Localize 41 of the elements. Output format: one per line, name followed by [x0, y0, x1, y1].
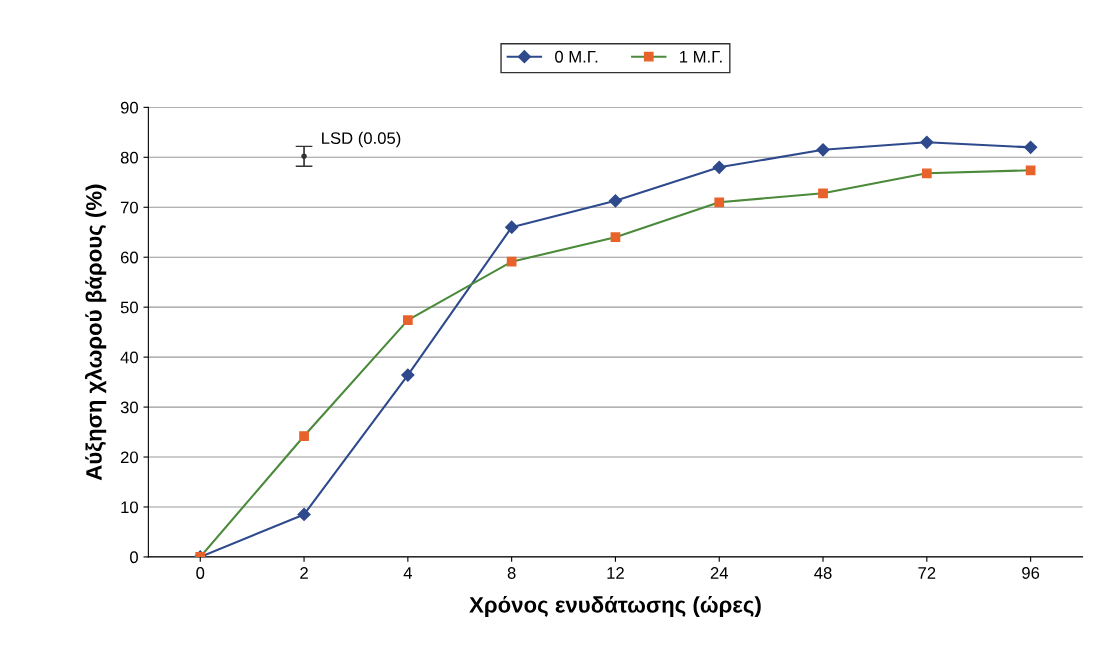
point — [401, 368, 415, 382]
x-tick-label: 2 — [300, 567, 308, 579]
x-tick-label: 8 — [507, 567, 516, 579]
point — [712, 160, 726, 174]
x-tick-label: 12 — [607, 567, 624, 579]
y-tick-label: 10 — [121, 501, 138, 514]
y-tick-label: 90 — [120, 101, 138, 114]
x-tick-label: 96 — [1022, 567, 1040, 579]
x-tick-label: 0 — [196, 567, 205, 579]
x-tick-label: 48 — [814, 567, 832, 579]
point — [818, 188, 828, 199]
point — [816, 143, 830, 157]
point — [1024, 140, 1038, 154]
x-tick-label: 72 — [918, 567, 936, 579]
point — [505, 220, 519, 234]
y-tick-label: 30 — [120, 401, 138, 414]
y-tick-label: 0 — [130, 551, 138, 564]
legend-label: 0 Μ.Γ. — [555, 50, 598, 63]
point — [506, 256, 517, 267]
point — [714, 197, 725, 208]
legend-label: 1 Μ.Γ. — [680, 51, 722, 63]
point — [299, 431, 309, 441]
x-tick-label: 4 — [403, 567, 412, 579]
y-tick-label: 50 — [120, 301, 138, 314]
x-axis-title: Χρόνος ενυδάτωσης (ώρες) — [469, 596, 761, 618]
y-tick-label: 60 — [120, 251, 138, 264]
point — [1025, 165, 1036, 176]
point — [610, 232, 621, 243]
point — [297, 507, 311, 522]
point — [301, 153, 307, 160]
y-axis-title: Αύξηση χλωρού βάρους (%) — [84, 184, 107, 481]
y-tick-label: 20 — [120, 451, 138, 464]
point — [608, 194, 623, 208]
y-tick-label: 70 — [120, 201, 138, 214]
annotation: LSD (0.05) — [322, 131, 401, 148]
point — [402, 315, 413, 326]
y-tick-label: 40 — [120, 351, 138, 364]
x-tick-label: 24 — [710, 567, 729, 579]
point — [920, 135, 934, 149]
y-tick-label: 80 — [120, 151, 138, 164]
point — [921, 168, 932, 179]
